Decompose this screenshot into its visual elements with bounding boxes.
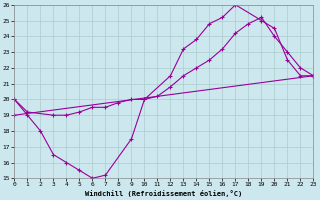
X-axis label: Windchill (Refroidissement éolien,°C): Windchill (Refroidissement éolien,°C): [85, 190, 243, 197]
